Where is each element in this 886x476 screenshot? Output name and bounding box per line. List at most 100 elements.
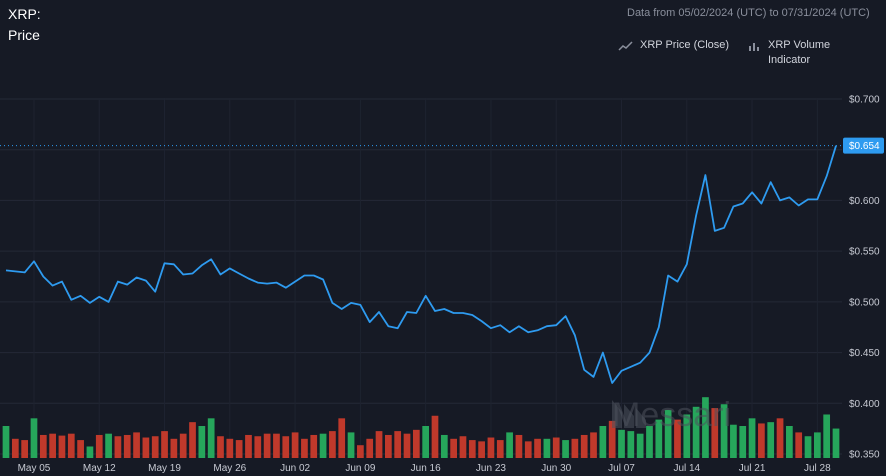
volume-bar <box>786 426 793 458</box>
volume-bar <box>702 397 709 458</box>
volume-bar <box>11 438 19 458</box>
title-text: XRP: Price <box>8 6 41 43</box>
volume-bar <box>515 434 523 458</box>
volume-bar <box>123 434 131 458</box>
date-range-note: Data from 05/02/2024 (UTC) to 07/31/2024… <box>627 7 870 19</box>
legend-volume[interactable]: XRP Volume Indicator <box>748 38 858 68</box>
volume-bar <box>403 433 411 458</box>
x-tick-label: Jul 21 <box>739 463 766 474</box>
last-price-tag: $0.654 <box>843 137 884 154</box>
volume-bar <box>142 437 150 458</box>
x-tick-label: May 05 <box>18 463 51 474</box>
volume-bar <box>86 446 94 458</box>
y-tick-label: $0.400 <box>849 399 880 410</box>
volume-bar <box>562 440 569 458</box>
volume-bar <box>655 419 663 458</box>
volume-bar <box>683 414 691 458</box>
volume-bar <box>67 433 75 458</box>
volume-bar <box>77 440 84 458</box>
volume-bar <box>832 428 840 458</box>
x-tick-label: May 19 <box>148 463 181 474</box>
volume-bar <box>282 436 290 458</box>
volume-bar <box>170 438 178 458</box>
volume-bar <box>385 434 392 458</box>
volume-bar <box>506 432 513 458</box>
volume-bar <box>422 426 430 458</box>
volume-bar <box>198 426 206 458</box>
volume-bar <box>664 410 672 458</box>
volume-bar <box>217 436 224 458</box>
volume-bar <box>571 438 579 458</box>
volume-bar <box>580 434 588 458</box>
volume-bar <box>440 434 448 458</box>
chart-grid <box>0 98 842 455</box>
volume-bar <box>357 445 364 458</box>
volume-bar <box>273 433 280 458</box>
bar-chart-icon <box>749 43 759 51</box>
x-tick-label: Jun 16 <box>411 463 441 474</box>
y-tick-label: $0.600 <box>849 196 880 207</box>
volume-bar <box>21 440 29 458</box>
volume-bar <box>599 426 607 458</box>
volume-bar <box>179 433 187 458</box>
volume-bar <box>319 433 327 458</box>
volume-bar <box>95 434 103 458</box>
volume-bar <box>254 436 262 458</box>
volume-bar <box>674 419 681 458</box>
volume-bar <box>692 406 700 458</box>
volume-bar <box>207 418 215 458</box>
volume-bar <box>524 441 532 458</box>
y-axis-ticks: $0.350 $0.400 $0.450 $0.500 $0.550 $0.600 $0.7… <box>849 95 880 461</box>
volume-bar <box>245 434 252 458</box>
volume-bar <box>58 435 66 458</box>
volume-bar <box>291 432 299 458</box>
legend-volume-label: XRP Volume Indicator <box>768 39 831 66</box>
volume-bar <box>543 438 551 458</box>
volume-bar <box>730 424 737 458</box>
page-title: XRP: Price <box>8 4 68 46</box>
x-tick-label: Jul 07 <box>608 463 635 474</box>
x-tick-label: Jun 23 <box>476 463 506 474</box>
volume-bar <box>394 431 402 458</box>
volume-bar <box>450 438 457 458</box>
y-tick-label: $0.500 <box>849 297 880 308</box>
x-tick-label: Jun 02 <box>280 463 310 474</box>
volume-bar <box>375 431 383 458</box>
legend-price[interactable]: XRP Price (Close) <box>618 38 730 53</box>
volume-bar <box>189 422 196 458</box>
volume-bar <box>590 432 597 458</box>
volume-bar <box>39 434 47 458</box>
volume-bar <box>767 422 775 458</box>
volume-bar <box>114 436 122 458</box>
x-tick-label: Jun 09 <box>345 463 375 474</box>
volume-bar <box>496 440 504 458</box>
volume-bar <box>739 426 747 458</box>
volume-bar <box>552 437 560 458</box>
volume-bar <box>758 423 765 458</box>
volume-bar <box>151 436 159 458</box>
volume-bar <box>748 418 756 458</box>
y-tick-label: $0.450 <box>849 348 880 359</box>
volume-bar <box>133 432 140 458</box>
volume-bar <box>468 440 476 458</box>
chart-xgrid <box>33 98 818 458</box>
volume-bar <box>338 418 346 458</box>
volume-bar <box>813 432 821 458</box>
volume-bar <box>776 418 784 458</box>
volume-bar <box>161 431 168 458</box>
volume-bar <box>226 438 234 458</box>
x-tick-label: May 12 <box>83 463 116 474</box>
messari-logo-icon <box>612 400 646 428</box>
volume-bar <box>646 426 653 458</box>
volume-bar <box>627 431 635 458</box>
volume-bar <box>347 432 355 458</box>
x-tick-label: Jul 28 <box>804 463 831 474</box>
x-axis-ticks: May 05 May 12 May 19 May 26 Jun 02 Jun 09 Jun … <box>18 463 832 474</box>
y-tick-label: $0.550 <box>849 247 880 258</box>
volume-bar <box>235 440 243 458</box>
line-chart-icon <box>618 41 633 51</box>
volume-bar <box>49 433 56 458</box>
volume-bar <box>2 426 10 458</box>
volume-bar <box>301 438 308 458</box>
